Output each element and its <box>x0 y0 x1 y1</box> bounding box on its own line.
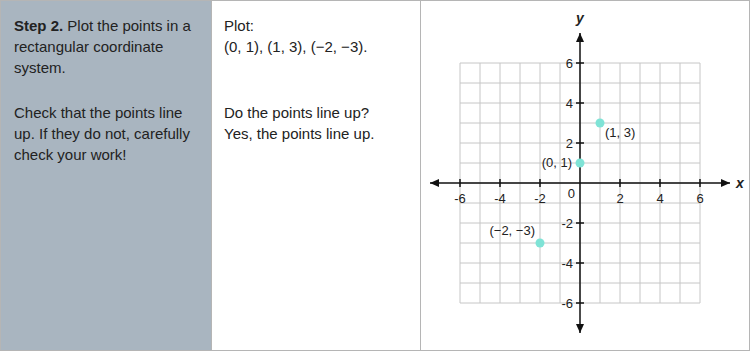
html-text:(0, 1), (1, 3), (−2, −3).: (0, 1), (1, 3), (−2, −3). <box>224 38 368 55</box>
html-text:Plot:: Plot: <box>224 17 254 34</box>
html-text:Check that the points line up.: Check that the points line up. If they d… <box>14 104 190 163</box>
svg-text:6: 6 <box>566 56 573 71</box>
svg-text:(1, 3): (1, 3) <box>605 125 635 140</box>
html-text:Do the points line up?: Do the points line up? <box>224 104 370 121</box>
svg-text:(−2, −3): (−2, −3) <box>489 223 535 238</box>
svg-text:-4: -4 <box>494 191 506 206</box>
svg-text:-6: -6 <box>454 191 466 206</box>
html-text:Step 2. Plot the points in a r: Step 2. Plot the points in a rectangular… <box>14 17 191 76</box>
svg-text:-2: -2 <box>561 216 573 231</box>
html-text:Yes, the points line up.: Yes, the points line up. <box>224 125 375 142</box>
svg-text:4: 4 <box>656 191 663 206</box>
svg-text:2: 2 <box>566 136 573 151</box>
svg-text:2: 2 <box>616 191 623 206</box>
svg-text:x: x <box>735 175 742 191</box>
svg-text:-4: -4 <box>561 256 573 271</box>
svg-text:0: 0 <box>568 186 575 201</box>
svg-text:-6: -6 <box>561 296 573 311</box>
svg-text:-2: -2 <box>534 191 546 206</box>
svg-text:4: 4 <box>566 96 573 111</box>
svg-text:(0, 1): (0, 1) <box>542 155 572 170</box>
svg-text:6: 6 <box>696 191 703 206</box>
svg-text:y: y <box>575 10 585 26</box>
